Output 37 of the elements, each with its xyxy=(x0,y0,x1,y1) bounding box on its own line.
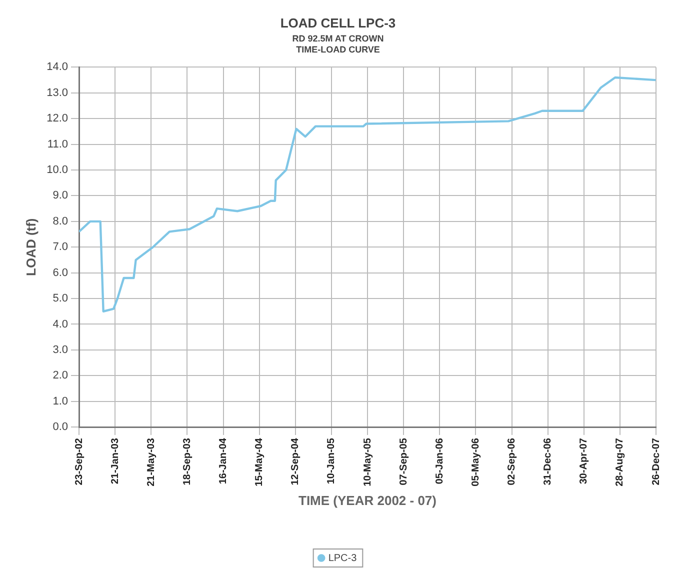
chart-subtitle: RD 92.5M AT CROWN TIME-LOAD CURVE xyxy=(292,33,384,54)
x-tick-label: 23-Sep-02 xyxy=(74,438,85,486)
x-tick-label: 07-Sep-05 xyxy=(398,438,410,486)
y-tick-label: 7.0 xyxy=(52,241,68,254)
x-tick-label: 15-May-04 xyxy=(254,438,266,486)
y-axis-title: LOAD (tf) xyxy=(23,218,38,276)
x-tick-label: 30-Apr-07 xyxy=(578,438,590,484)
y-tick-label: 10.0 xyxy=(46,164,68,176)
y-tick-label: 11.0 xyxy=(47,138,68,150)
x-tick-label: 05-May-06 xyxy=(470,438,482,486)
x-tick-label: 18-Sep-03 xyxy=(182,438,193,486)
y-tick-label: 5.0 xyxy=(52,292,68,305)
y-tick-label: 14.0 xyxy=(46,61,68,74)
y-tick-label: 9.0 xyxy=(52,190,68,202)
x-tick-label: 28-Aug-07 xyxy=(614,438,626,486)
y-tick-label: 4.0 xyxy=(52,318,68,330)
y-tick-label: 1.0 xyxy=(52,395,68,408)
y-tick-label: 8.0 xyxy=(52,215,68,228)
y-tick-label: 2.0 xyxy=(52,370,68,382)
x-tick-label: 10-May-05 xyxy=(362,438,374,486)
x-tick-label: 26-Dec-07 xyxy=(650,438,662,486)
x-tick-label: 21-Jan-03 xyxy=(110,438,121,484)
legend-label: LPC-3 xyxy=(328,552,358,564)
chart-title: LOAD CELL LPC-3 xyxy=(280,15,396,30)
x-axis-title: TIME (YEAR 2002 - 07) xyxy=(298,492,437,508)
x-tick-label: 31-Dec-06 xyxy=(542,438,554,486)
y-tick-label: 3.0 xyxy=(52,344,68,356)
y-tick-label: 6.0 xyxy=(52,266,68,279)
y-tick-label: 0.0 xyxy=(52,421,68,434)
x-tick-label: 12-Sep-04 xyxy=(290,438,302,486)
x-tick-label: 10-Jan-05 xyxy=(326,438,338,484)
x-tick-label: 02-Sep-06 xyxy=(506,438,518,486)
y-tick-label: 12.0 xyxy=(46,112,68,125)
x-tick-label: 16-Jan-04 xyxy=(218,438,230,484)
y-tick-label: 13.0 xyxy=(46,86,68,99)
x-tick-label: 05-Jan-06 xyxy=(434,438,446,484)
x-tick-label: 21-May-03 xyxy=(146,438,157,486)
